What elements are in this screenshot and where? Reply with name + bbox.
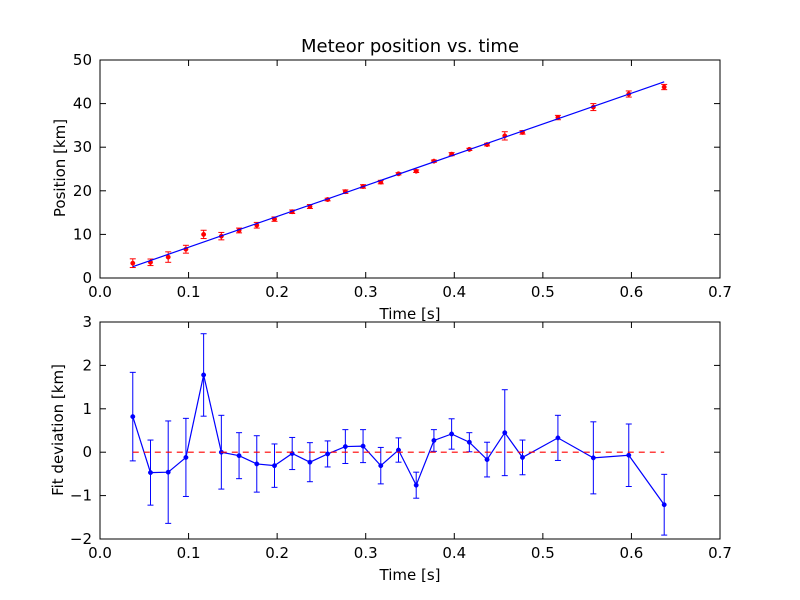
x-tick-label: 0.4 — [442, 544, 466, 562]
data-point — [272, 463, 277, 469]
chart-title: Meteor position vs. time — [301, 36, 519, 57]
x-tick-label: 0.6 — [619, 544, 643, 562]
x-tick-label: 0.2 — [265, 544, 289, 562]
data-point — [307, 459, 313, 465]
y-tick-label: 30 — [73, 138, 92, 156]
y-tick-label: 20 — [73, 182, 92, 200]
data-point — [325, 451, 331, 457]
data-point — [183, 454, 189, 460]
x-tick-label: 0.0 — [88, 283, 112, 301]
x-tick-label: 0.3 — [354, 544, 378, 562]
plot-area — [129, 81, 668, 269]
data-point — [165, 254, 171, 260]
data-point — [413, 482, 419, 488]
y-tick-label: 2 — [82, 356, 92, 374]
data-point — [413, 168, 419, 174]
x-tick-label: 0.0 — [88, 544, 112, 562]
data-point — [590, 455, 596, 461]
y-tick-label: 40 — [73, 95, 92, 113]
x-tick-label: 0.7 — [708, 544, 732, 562]
y-tick-label: 1 — [82, 400, 92, 418]
y-tick-label: −2 — [70, 530, 92, 548]
y-tick-label: 0 — [82, 443, 92, 461]
data-point — [431, 438, 437, 443]
data-point — [201, 231, 207, 237]
data-point — [148, 470, 153, 476]
y-tick-label: 0 — [82, 269, 92, 287]
data-point — [360, 443, 366, 449]
y-tick-label: 50 — [73, 51, 92, 69]
data-point — [201, 372, 207, 378]
x-tick-label: 0.1 — [177, 544, 201, 562]
data-point — [626, 452, 632, 458]
data-point — [502, 430, 508, 436]
x-tick-label: 0.5 — [531, 283, 555, 301]
data-point — [254, 461, 260, 467]
axes-frame — [99, 59, 721, 279]
data-point — [130, 260, 136, 266]
x-tick-label: 0.3 — [354, 283, 378, 301]
data-point — [378, 463, 384, 469]
x-tick-label: 0.6 — [619, 283, 643, 301]
data-point — [520, 454, 525, 460]
x-axis-label: Time [s] — [379, 305, 441, 323]
data-point — [130, 414, 136, 420]
data-point — [449, 431, 455, 437]
data-point — [555, 435, 561, 441]
axis-ticks: 0.0 0.1 0.2 0.3 0.4 0.5 0.6 0.7 0 10 20 30 40 50 — [73, 51, 732, 301]
x-tick-label: 0.5 — [531, 544, 555, 562]
deviation-plot: Time [s] Fit deviation [km] 0.0 0.1 0.2 0.3… — [49, 313, 732, 584]
fit-line — [132, 81, 665, 268]
y-tick-label: −1 — [70, 487, 92, 505]
y-axis-label: Fit deviation [km] — [49, 364, 67, 496]
x-tick-label: 0.1 — [177, 283, 201, 301]
data-point — [236, 453, 242, 459]
data-point — [661, 502, 667, 508]
data-point — [342, 444, 348, 450]
y-tick-label: 10 — [73, 225, 92, 243]
x-axis-label: Time [s] — [379, 566, 441, 584]
axes-frame — [99, 321, 721, 540]
data-point — [484, 457, 490, 463]
data-point — [165, 469, 171, 475]
y-axis-label: Position [km] — [51, 119, 69, 217]
x-tick-label: 0.4 — [442, 283, 466, 301]
x-tick-label: 0.7 — [708, 283, 732, 301]
position-plot: Meteor position vs. time Time [s] Positi… — [51, 36, 732, 323]
plot-area — [129, 333, 668, 536]
x-tick-label: 0.2 — [265, 283, 289, 301]
data-point — [661, 84, 667, 90]
y-tick-label: 3 — [82, 313, 92, 331]
data-point — [466, 439, 472, 445]
data-point — [396, 447, 401, 453]
